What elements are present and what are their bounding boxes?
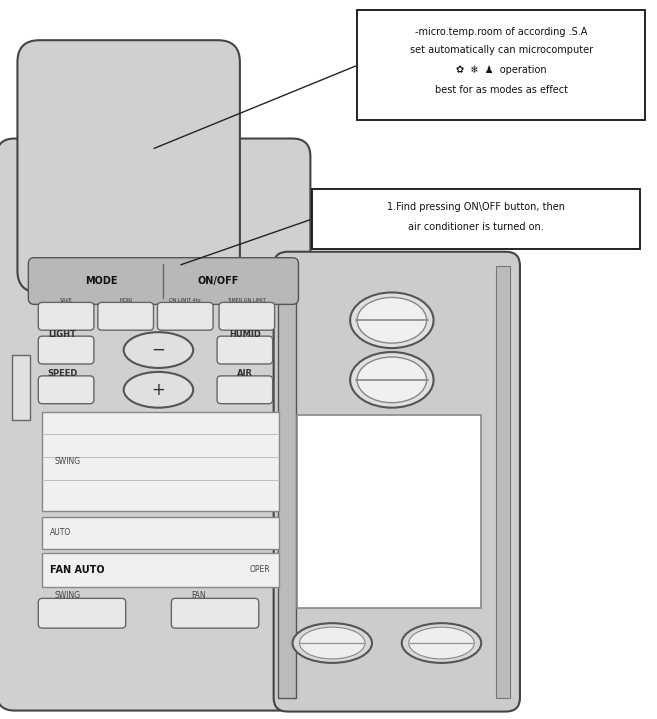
Text: FAN AUTO: FAN AUTO [50,564,105,574]
Text: -micro.temp.room of according .S.A: -micro.temp.room of according .S.A [415,27,587,37]
Text: set automatically can microcomputer: set automatically can microcomputer [409,45,593,55]
Text: −: − [152,341,166,359]
Text: best for as modes as effect: best for as modes as effect [434,85,568,95]
Text: +: + [152,381,166,399]
Ellipse shape [292,623,372,663]
Bar [42,412,279,511]
Text: SWING: SWING [54,591,80,600]
Bar [42,553,279,587]
Bar [12,355,30,420]
FancyBboxPatch shape [18,40,240,293]
Ellipse shape [124,332,193,368]
Ellipse shape [357,298,426,343]
Bar [312,189,640,249]
Text: HUMID: HUMID [229,330,261,339]
Text: MODE: MODE [85,275,118,285]
FancyBboxPatch shape [38,303,94,330]
Ellipse shape [300,627,365,659]
Ellipse shape [350,293,434,348]
FancyBboxPatch shape [274,252,520,712]
FancyBboxPatch shape [217,336,273,364]
FancyBboxPatch shape [38,598,125,628]
Ellipse shape [124,372,193,408]
Bar [357,10,645,119]
Text: AIR: AIR [237,370,253,378]
FancyBboxPatch shape [38,336,94,364]
FancyBboxPatch shape [38,376,94,403]
FancyBboxPatch shape [217,376,273,403]
FancyBboxPatch shape [158,303,213,330]
FancyBboxPatch shape [28,257,298,304]
Ellipse shape [409,627,474,659]
Ellipse shape [350,352,434,408]
Text: SPEED: SPEED [47,370,78,378]
Text: OPER: OPER [250,565,271,574]
Text: AUTO: AUTO [50,528,72,537]
Text: ON LIMIT 4hr: ON LIMIT 4hr [170,298,201,303]
FancyBboxPatch shape [219,303,275,330]
Ellipse shape [402,623,481,663]
Text: LIGHT: LIGHT [48,330,76,339]
Text: ✿  ❄  ♟  operation: ✿ ❄ ♟ operation [456,65,547,75]
Bar [278,265,296,697]
FancyBboxPatch shape [0,139,310,710]
Text: FAN: FAN [191,591,206,600]
Bar [42,517,279,549]
Text: SWING: SWING [54,457,80,466]
Text: TIMER ON LIMIT: TIMER ON LIMIT [227,298,266,303]
Ellipse shape [357,357,426,403]
Text: SAVE: SAVE [60,298,72,303]
Text: 1.Find pressing ON\OFF button, then: 1.Find pressing ON\OFF button, then [387,202,565,212]
Bar [298,415,481,608]
Bar [496,265,510,697]
FancyBboxPatch shape [98,303,154,330]
Text: MONI: MONI [119,298,132,303]
Text: ON/OFF: ON/OFF [197,275,238,285]
FancyBboxPatch shape [171,598,259,628]
Text: air conditioner is turned on.: air conditioner is turned on. [409,222,544,232]
